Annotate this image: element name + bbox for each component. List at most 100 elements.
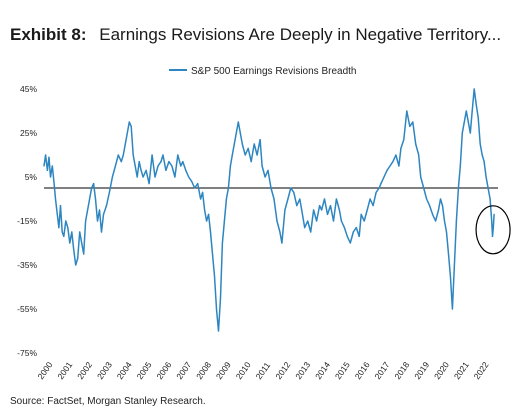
data-point: [111, 176, 113, 178]
data-point: [79, 231, 81, 233]
data-point: [431, 213, 434, 215]
data-point: [451, 308, 454, 310]
data-point: [481, 154, 483, 156]
data-point: [299, 198, 301, 200]
data-point: [267, 169, 269, 171]
data-point: [479, 143, 481, 145]
data-point: [98, 209, 101, 211]
data-point: [409, 125, 411, 127]
data-point: [281, 242, 283, 244]
data-point: [386, 169, 388, 171]
data-point: [67, 227, 69, 229]
data-point: [223, 220, 226, 222]
data-point: [369, 198, 371, 200]
data-point: [46, 169, 48, 171]
x-tick-label: 2018: [392, 360, 411, 381]
data-point: [132, 154, 134, 156]
data-point: [352, 231, 354, 233]
data-point: [71, 231, 73, 233]
data-point: [165, 169, 167, 171]
data-point: [114, 165, 116, 167]
highlight-circle: [475, 205, 511, 255]
data-point: [429, 205, 431, 207]
data-point: [168, 161, 170, 163]
data-point: [54, 198, 57, 200]
data-point: [182, 161, 184, 163]
y-axis-ticks: 45% 25% 5% -15% -35% -55% -75%: [17, 84, 37, 358]
data-point: [83, 253, 85, 255]
data-point: [211, 253, 214, 255]
data-point: [247, 147, 249, 149]
data-point: [142, 176, 144, 178]
data-point: [96, 220, 99, 222]
data-point: [418, 154, 420, 156]
x-tick-label: 2009: [214, 360, 233, 381]
x-tick-label: 2016: [353, 360, 372, 381]
data-point: [148, 183, 150, 185]
y-tick-label: 5%: [25, 172, 38, 182]
x-tick-label: 2011: [254, 360, 273, 381]
data-point: [188, 176, 190, 178]
data-point: [108, 191, 111, 193]
data-point: [485, 176, 487, 178]
title-exhibit-label: Exhibit 8:: [10, 25, 87, 44]
data-point: [162, 154, 164, 156]
data-point: [318, 205, 321, 207]
data-point: [400, 147, 402, 149]
data-point: [87, 209, 89, 211]
data-point: [65, 220, 67, 222]
data-point: [406, 110, 408, 112]
data-point: [241, 143, 243, 145]
data-point: [215, 308, 218, 310]
data-point: [304, 227, 306, 229]
data-point: [250, 161, 252, 163]
data-point: [455, 220, 457, 222]
data-point: [443, 220, 446, 222]
x-tick-label: 2017: [372, 360, 391, 381]
data-point: [323, 198, 326, 200]
x-tick-label: 2008: [194, 360, 213, 381]
x-tick-label: 2021: [452, 360, 471, 381]
data-point: [392, 161, 394, 163]
data-point: [355, 227, 357, 229]
data-point: [140, 169, 142, 171]
data-point: [63, 235, 65, 237]
y-tick-label: -35%: [17, 260, 37, 270]
data-point: [229, 165, 231, 167]
data-point: [338, 209, 341, 211]
data-point: [491, 220, 493, 222]
data-point: [59, 205, 62, 207]
data-point: [145, 169, 147, 171]
data-point: [358, 235, 360, 237]
data-point: [130, 125, 132, 127]
data-point: [203, 209, 206, 211]
data-point: [279, 231, 281, 233]
data-point: [49, 176, 52, 178]
x-axis-ticks: 2000 2001 2002 2003 2004 2005 2006 2007 2008 2009…: [35, 360, 490, 381]
data-point: [380, 183, 382, 185]
data-point: [467, 121, 469, 123]
x-tick-label: 2010: [234, 360, 253, 381]
series-line-earnings-revisions-breadth: [43, 88, 495, 332]
data-point: [426, 198, 428, 200]
data-point: [346, 235, 348, 237]
x-tick-label: 2002: [75, 360, 94, 381]
data-point: [307, 220, 309, 222]
data-point: [225, 198, 227, 200]
data-point: [43, 165, 45, 167]
data-point: [290, 187, 292, 189]
x-tick-label: 2013: [293, 360, 312, 381]
data-point: [261, 165, 263, 167]
data-point: [423, 187, 425, 189]
y-tick-label: 25%: [20, 128, 37, 138]
data-point: [154, 176, 156, 178]
data-point: [264, 176, 266, 178]
data-point: [138, 161, 140, 163]
y-tick-label: -75%: [17, 348, 37, 358]
data-point: [122, 154, 124, 156]
data-point: [77, 257, 79, 259]
data-point: [191, 180, 193, 182]
data-point: [493, 213, 495, 215]
y-tick-label: 45%: [20, 84, 37, 94]
